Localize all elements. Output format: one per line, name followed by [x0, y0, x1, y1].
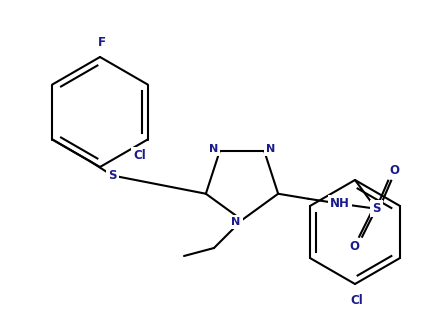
- Text: F: F: [98, 37, 106, 50]
- Text: Cl: Cl: [351, 293, 363, 306]
- Text: O: O: [389, 164, 399, 177]
- Text: NH: NH: [330, 197, 350, 210]
- Text: N: N: [209, 144, 218, 154]
- Text: S: S: [108, 169, 116, 182]
- Text: S: S: [372, 202, 381, 215]
- Text: N: N: [266, 144, 275, 154]
- Text: Cl: Cl: [133, 149, 146, 162]
- Text: O: O: [349, 240, 359, 253]
- Text: N: N: [232, 217, 241, 227]
